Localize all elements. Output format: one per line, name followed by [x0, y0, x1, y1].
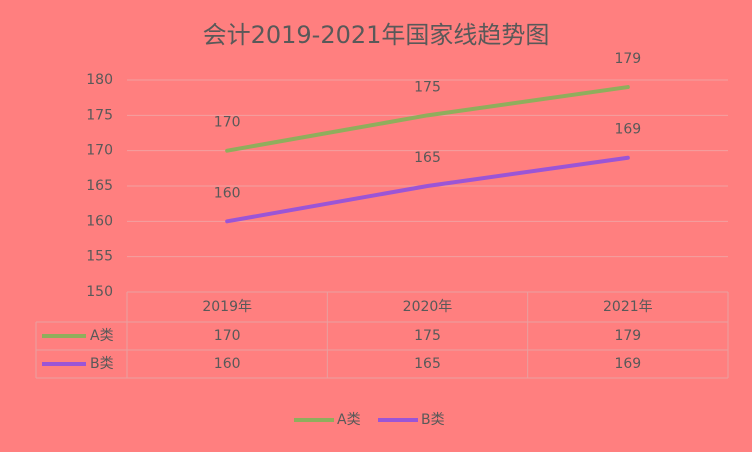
x-tick-label: 2019年 — [202, 299, 252, 315]
table-value: 179 — [614, 328, 641, 344]
data-label: 175 — [414, 79, 441, 95]
y-tick-label: 150 — [86, 284, 113, 300]
table-series-name: B类 — [90, 356, 114, 372]
table-value: 170 — [214, 328, 241, 344]
y-tick-label: 170 — [86, 143, 113, 159]
table-series-name: A类 — [90, 328, 114, 344]
y-tick-label: 180 — [86, 72, 113, 88]
data-label: 160 — [214, 185, 241, 201]
data-label: 179 — [614, 51, 641, 67]
data-label: 170 — [214, 115, 241, 131]
table-value: 175 — [414, 328, 441, 344]
line — [225, 85, 630, 153]
x-tick-label: 2020年 — [403, 299, 453, 315]
legend-label: A类 — [337, 412, 361, 428]
y-tick-label: 155 — [86, 249, 113, 265]
y-tick-label: 175 — [86, 107, 113, 123]
data-label: 165 — [414, 150, 441, 166]
x-tick-label: 2021年 — [603, 299, 653, 315]
chart-title: 会计2019-2021年国家线趋势图 — [203, 21, 550, 49]
table-value: 169 — [614, 356, 641, 372]
y-tick-label: 160 — [86, 213, 113, 229]
table-value: 165 — [414, 356, 441, 372]
line — [225, 155, 630, 224]
y-tick-label: 165 — [86, 178, 113, 194]
table-value: 160 — [214, 356, 241, 372]
legend-label: B类 — [421, 412, 445, 428]
data-label: 169 — [614, 122, 641, 138]
